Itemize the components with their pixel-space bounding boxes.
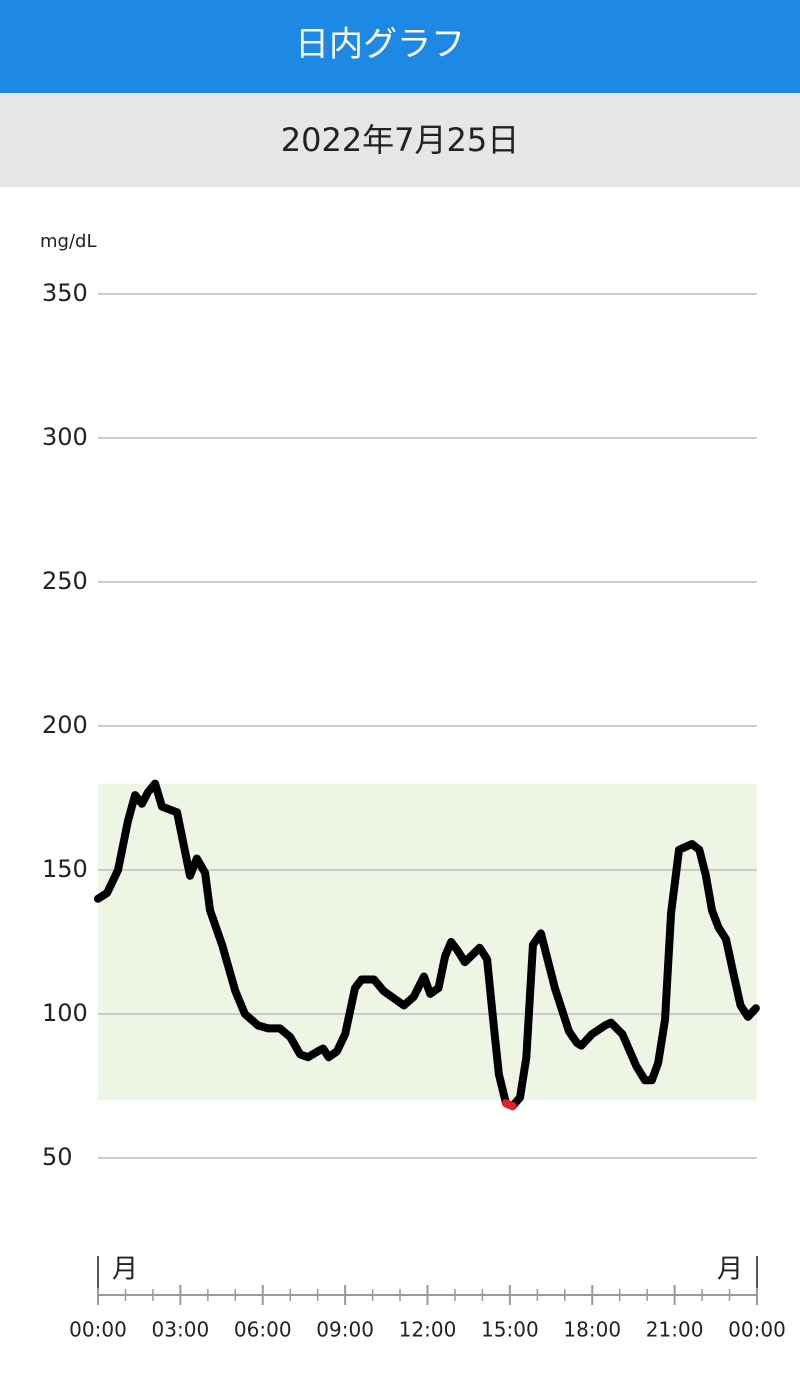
x-tick-label: 00:00	[69, 1318, 127, 1342]
x-tick-label: 21:00	[646, 1318, 704, 1342]
low-segment	[502, 1099, 517, 1111]
day-marker-label: 月	[717, 1255, 743, 1285]
x-tick-label: 06:00	[234, 1318, 292, 1342]
y-tick-label: 150	[42, 855, 88, 883]
x-tick-label: 09:00	[316, 1318, 374, 1342]
glucose-line	[94, 779, 760, 1111]
y-tick-label: 350	[42, 279, 88, 307]
y-tick-label: 50	[42, 1143, 73, 1171]
y-tick-label: 200	[42, 711, 88, 739]
day-marker-label: 月	[112, 1255, 138, 1285]
x-tick-label: 03:00	[152, 1318, 210, 1342]
x-tick-label: 00:00	[728, 1318, 786, 1342]
screen-title: 日内グラフ	[295, 25, 465, 65]
app-bar	[0, 0, 800, 93]
y-tick-label: 100	[42, 999, 88, 1027]
date-bar	[0, 93, 800, 187]
x-tick-label: 15:00	[481, 1318, 539, 1342]
x-tick-label: 18:00	[563, 1318, 621, 1342]
y-axis-label: mg/dL	[40, 231, 96, 252]
target-range	[98, 783, 757, 1101]
y-tick-label: 300	[42, 423, 88, 451]
x-tick-label: 12:00	[399, 1318, 457, 1342]
date: 2022年7月25日	[281, 121, 520, 159]
y-tick-label: 250	[42, 567, 88, 595]
